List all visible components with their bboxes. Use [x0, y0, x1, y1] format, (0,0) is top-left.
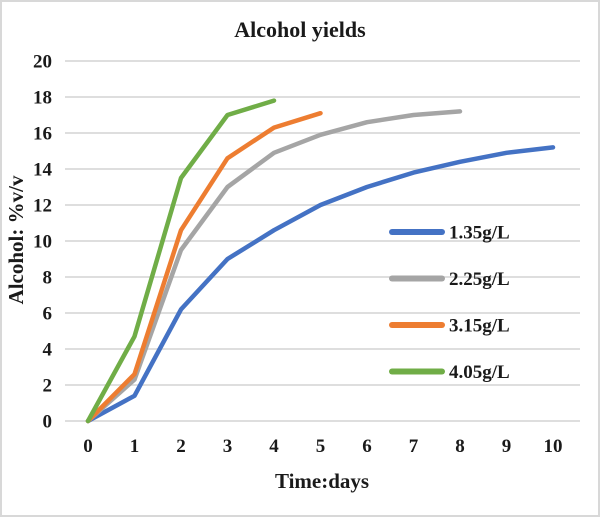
- series-line-135gL: [85, 145, 556, 424]
- y-tick-label: 20: [33, 52, 52, 73]
- series-line-225gL: [85, 109, 463, 424]
- series-line-315gL: [85, 110, 323, 424]
- legend-label: 4.05g/L: [449, 362, 510, 383]
- y-tick-label: 18: [33, 88, 52, 109]
- x-axis-title: Time:days: [275, 469, 369, 493]
- y-axis-tick-labels: 0 2 4 6 8 10 12 14 16 18 20: [33, 52, 53, 433]
- y-tick-label: 6: [43, 304, 53, 325]
- x-tick-label: 6: [362, 436, 372, 457]
- legend-label: 3.15g/L: [449, 316, 510, 337]
- x-tick-label: 8: [455, 436, 465, 457]
- legend-label: 2.25g/L: [449, 269, 510, 290]
- legend-item: 2.25g/L: [389, 269, 510, 290]
- y-tick-label: 12: [33, 196, 52, 217]
- y-tick-label: 8: [43, 268, 53, 289]
- x-tick-label: 0: [83, 436, 93, 457]
- x-tick-label: 7: [409, 436, 419, 457]
- legend-label: 1.35g/L: [449, 223, 510, 244]
- legend-item: 3.15g/L: [389, 316, 510, 337]
- y-tick-label: 2: [43, 376, 53, 397]
- y-tick-label: 4: [43, 340, 53, 361]
- legend-item: 1.35g/L: [389, 223, 510, 244]
- x-tick-label: 10: [544, 436, 563, 457]
- chart-title: Alcohol yields: [234, 17, 366, 42]
- legend-item: 4.05g/L: [389, 362, 510, 383]
- x-tick-label: 9: [502, 436, 512, 457]
- y-tick-label: 14: [33, 160, 53, 181]
- x-tick-label: 3: [223, 436, 233, 457]
- x-tick-label: 5: [316, 436, 326, 457]
- y-tick-label: 0: [43, 412, 53, 433]
- y-tick-label: 10: [33, 232, 52, 253]
- x-tick-label: 4: [269, 436, 279, 457]
- y-tick-label: 16: [33, 124, 52, 145]
- legend: 1.35g/L 2.25g/L 3.15g/L 4.05g/L: [389, 223, 510, 383]
- series-line-405gL: [85, 98, 277, 424]
- x-tick-label: 2: [176, 436, 186, 457]
- x-tick-label: 1: [130, 436, 140, 457]
- x-axis-tick-labels: 0 1 2 3 4 5 6 7 8 9 10: [83, 436, 562, 457]
- series-lines: [85, 98, 556, 424]
- y-axis-title: Alcohol: %v/v: [4, 175, 28, 304]
